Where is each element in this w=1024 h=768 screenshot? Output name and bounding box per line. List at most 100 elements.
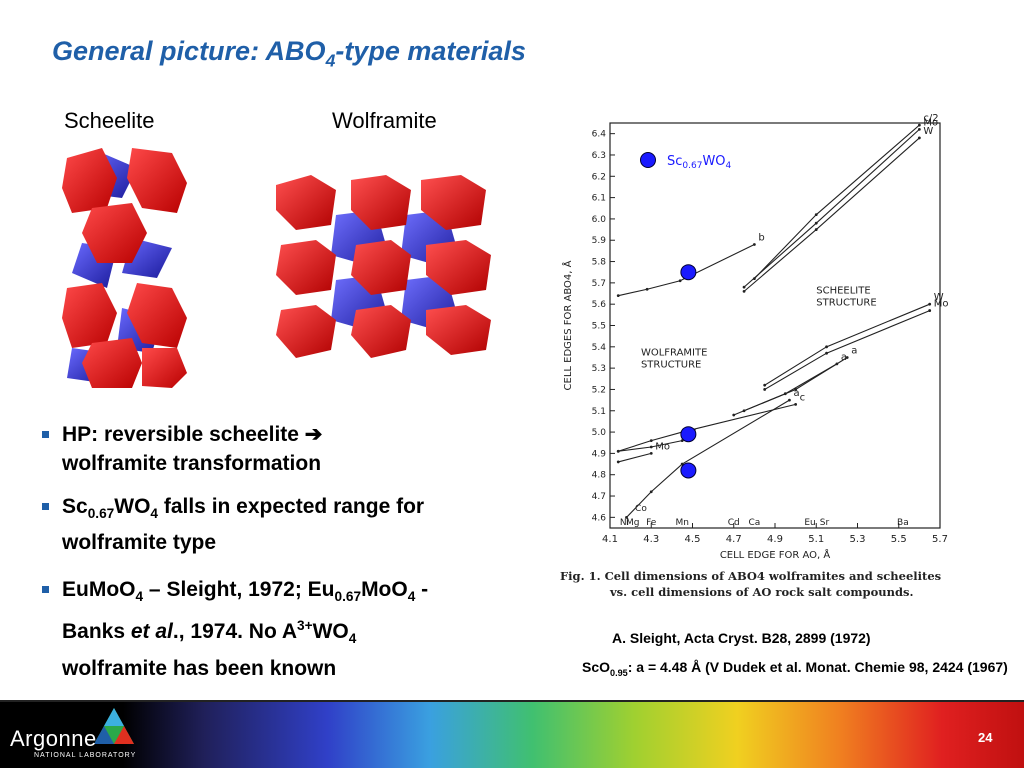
- series-label: W: [923, 126, 933, 137]
- series-label: c/2: [923, 113, 938, 124]
- footer-rainbow-bar: [0, 702, 1024, 768]
- x-tick-label: 5.7: [932, 534, 948, 545]
- region-label: STRUCTURE: [641, 359, 701, 370]
- figure-caption-line1: Fig. 1. Cell dimensions of ABO4 wolframi…: [560, 569, 941, 583]
- y-tick-label: 5.8: [592, 258, 607, 268]
- y-tick-label: 6.4: [592, 130, 607, 140]
- element-label: Cd: [728, 518, 740, 528]
- y-tick-label: 5.6: [592, 300, 607, 310]
- series-label: a: [841, 352, 847, 363]
- scheelite-structure-image: [62, 148, 187, 388]
- series-point: [814, 221, 818, 225]
- series-point: [917, 123, 921, 127]
- element-label: Mn: [675, 518, 688, 528]
- argonne-logo-icon: [94, 708, 134, 744]
- y-tick-label: 6.2: [592, 172, 606, 182]
- x-tick-label: 4.1: [602, 534, 618, 545]
- sc-highlight-point: [680, 264, 697, 281]
- series-point: [649, 439, 653, 443]
- y-tick-label: 4.7: [592, 492, 606, 502]
- series-label: W: [934, 292, 944, 303]
- series-label: Mo: [923, 117, 938, 128]
- y-tick-label: 5.0: [592, 428, 607, 438]
- series-point: [917, 136, 921, 140]
- cell-dimension-chart: 4.1 4.3 4.5 4.7 4.9 5.1 5.3 5.5 5.7 4.6 4.7 4.8 4.9 5…: [555, 108, 955, 608]
- series-point: [928, 309, 932, 312]
- series-point: [788, 398, 791, 402]
- y-tick-label: 4.8: [592, 471, 607, 481]
- series-point: [742, 289, 746, 293]
- reference-dudek: ScO0.95: a = 4.48 Å (V Dudek et al. Mona…: [582, 659, 1008, 678]
- series-point: [742, 285, 746, 289]
- series-point: [835, 362, 839, 366]
- reference-sleight: A. Sleight, Acta Cryst. B28, 2899 (1972): [612, 630, 871, 646]
- element-label: Ca: [748, 518, 760, 528]
- series-point: [625, 515, 628, 519]
- sc-highlight-point: [680, 462, 697, 479]
- legend-marker: [640, 152, 656, 168]
- series-point: [814, 213, 818, 217]
- region-label: STRUCTURE: [816, 298, 876, 309]
- series-point: [763, 388, 767, 391]
- series-point: [917, 127, 921, 131]
- series-label: Mo: [934, 299, 949, 310]
- series-point: [649, 451, 653, 455]
- element-label: Fe: [646, 518, 657, 528]
- bullet-1: HP: reversible scheelite ➔ wolframite tr…: [40, 420, 520, 478]
- x-tick-label: 5.3: [850, 534, 866, 545]
- wolframite-structure-image: [276, 175, 491, 358]
- y-tick-label: 5.5: [592, 322, 606, 332]
- element-label: Eu: [804, 518, 815, 528]
- y-tick-label: 5.1: [592, 407, 606, 417]
- y-tick-label: 6.3: [592, 151, 606, 161]
- sc-highlight-point: [680, 426, 697, 443]
- x-axis-label: CELL EDGE FOR AO, Å: [720, 548, 831, 561]
- y-tick-label: 6.1: [592, 194, 606, 204]
- y-tick-label: 5.2: [592, 385, 606, 395]
- y-tick-label: 5.4: [592, 343, 607, 353]
- x-tick-label: 4.7: [726, 534, 742, 545]
- bullet-2: Sc0.67WO4 falls in expected range for wo…: [40, 492, 520, 557]
- series-point: [649, 490, 653, 494]
- series-line: [618, 244, 755, 297]
- element-label: Co: [635, 504, 647, 514]
- series-point: [616, 460, 620, 464]
- figure-caption-line2: vs. cell dimensions of AO rock salt comp…: [609, 585, 914, 599]
- element-label: Mg: [626, 518, 639, 528]
- series-label: c: [800, 392, 806, 403]
- series-point: [616, 294, 620, 298]
- series-point: [732, 413, 736, 417]
- series-line: [618, 452, 652, 463]
- series-point: [825, 351, 828, 355]
- x-tick-label: 4.5: [685, 534, 701, 545]
- x-tick-label: 4.9: [767, 534, 783, 545]
- y-tick-label: 5.9: [592, 236, 607, 246]
- element-label: Ba: [897, 518, 909, 528]
- series-point: [845, 356, 849, 359]
- chart-svg: 4.1 4.3 4.5 4.7 4.9 5.1 5.3 5.5 5.7 4.6 4.7 4.8 4.9 5…: [560, 113, 949, 599]
- series-line: [764, 310, 930, 390]
- logo-text: Argonne: [10, 726, 97, 751]
- slide-title: General picture: ABO4-type materials: [52, 36, 526, 71]
- region-label: SCHEELITE: [816, 286, 870, 297]
- region-label: WOLFRAMITE: [641, 347, 707, 358]
- series-point: [678, 279, 682, 283]
- series-point: [649, 445, 653, 449]
- wolframite-label: Wolframite: [332, 108, 437, 133]
- plot-frame: [609, 122, 941, 529]
- series-line: [743, 137, 920, 292]
- scheelite-label: Scheelite: [64, 108, 155, 133]
- y-tick-label: 5.7: [592, 279, 606, 289]
- element-label: Ni: [620, 518, 629, 528]
- legend-label: Sc0.67WO4: [667, 154, 732, 171]
- series-point: [752, 277, 756, 281]
- y-tick-label: 6.0: [592, 215, 607, 225]
- series-point: [783, 392, 787, 396]
- y-tick-label: 4.9: [592, 449, 607, 459]
- x-tick-label: 4.3: [643, 534, 659, 545]
- element-label: Sr: [820, 518, 830, 528]
- series-point: [763, 383, 767, 387]
- series-point: [825, 345, 828, 349]
- series-line: [618, 403, 796, 452]
- series-label: b: [758, 233, 764, 244]
